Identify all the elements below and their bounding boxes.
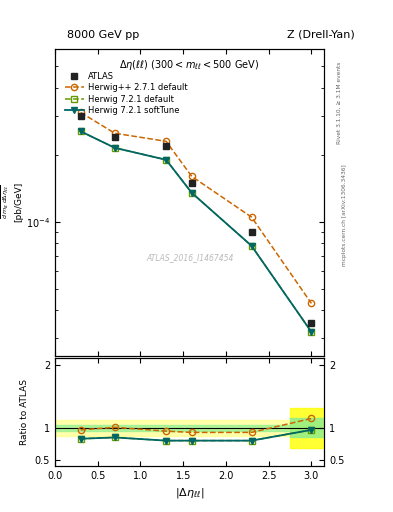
Text: $\Delta\eta(\ell\ell)\ (300 < m_{\ell\ell} < 500\ \mathrm{GeV})$: $\Delta\eta(\ell\ell)\ (300 < m_{\ell\el… [119, 58, 260, 72]
Text: Rivet 3.1.10, ≥ 3.1M events: Rivet 3.1.10, ≥ 3.1M events [336, 61, 341, 143]
Text: mcplots.cern.ch [arXiv:1306.3436]: mcplots.cern.ch [arXiv:1306.3436] [342, 164, 347, 266]
Y-axis label: Ratio to ATLAS: Ratio to ATLAS [20, 379, 29, 445]
Text: 8000 GeV pp: 8000 GeV pp [67, 30, 139, 40]
Bar [55, 425, 324, 431]
X-axis label: $|\Delta\eta_{\ell\ell}|$: $|\Delta\eta_{\ell\ell}|$ [175, 486, 204, 500]
Text: Z (Drell-Yan): Z (Drell-Yan) [287, 30, 354, 40]
Y-axis label: $\frac{d^2\sigma}{d\,m_{\ell\ell}\,d\Delta\eta_{\ell\ell}}$
[pb/GeV]: $\frac{d^2\sigma}{d\,m_{\ell\ell}\,d\Del… [0, 182, 23, 222]
Text: ATLAS_2016_I1467454: ATLAS_2016_I1467454 [146, 253, 233, 262]
Bar [55, 420, 324, 436]
Legend: ATLAS, Herwig++ 2.7.1 default, Herwig 7.2.1 default, Herwig 7.2.1 softTune: ATLAS, Herwig++ 2.7.1 default, Herwig 7.… [62, 68, 191, 118]
